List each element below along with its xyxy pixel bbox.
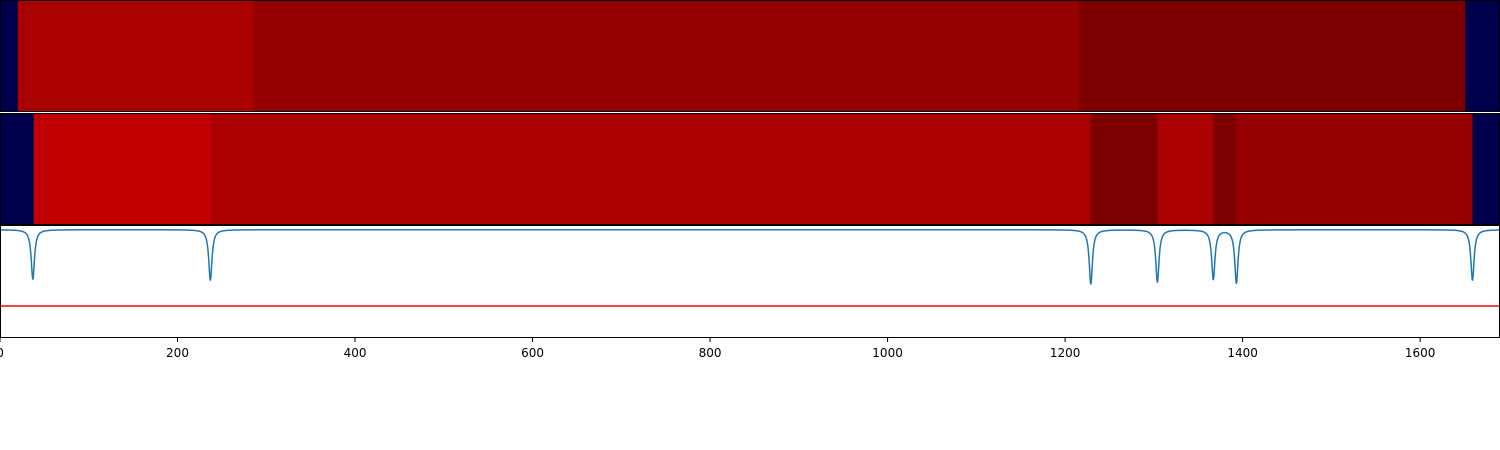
panel-frame	[0, 225, 1500, 338]
segment-1	[33, 113, 211, 225]
segment-3	[1079, 0, 1466, 112]
segment-4	[1465, 0, 1500, 112]
x-tick-label: 1200	[1050, 346, 1081, 360]
x-tick-label: 200	[166, 346, 189, 360]
segment-2	[210, 113, 1092, 225]
x-tick-label: 1400	[1227, 346, 1258, 360]
x-tick-label: 400	[344, 346, 367, 360]
score-line	[0, 228, 1500, 285]
segment-5	[1213, 113, 1237, 225]
segment-0	[0, 113, 35, 225]
segment-0	[0, 0, 19, 112]
segment-6	[1236, 113, 1473, 225]
x-axis: 0 200 400 600 800 1000 1200 1400 1600	[0, 338, 1435, 360]
x-tick-label: 1000	[872, 346, 903, 360]
x-tick-label: 0	[0, 346, 4, 360]
segment-4	[1157, 113, 1214, 225]
segment-2	[252, 0, 1080, 112]
boundary-score-panel	[0, 225, 1500, 338]
segmentation-panel-bottom	[0, 113, 1500, 225]
x-tick-label: 800	[699, 346, 722, 360]
segmentation-panel-top	[0, 0, 1500, 112]
x-tick-label: 1600	[1405, 346, 1436, 360]
x-tick-label: 600	[521, 346, 544, 360]
segment-7	[1472, 113, 1500, 225]
segment-1	[17, 0, 254, 112]
segment-3	[1090, 113, 1158, 225]
